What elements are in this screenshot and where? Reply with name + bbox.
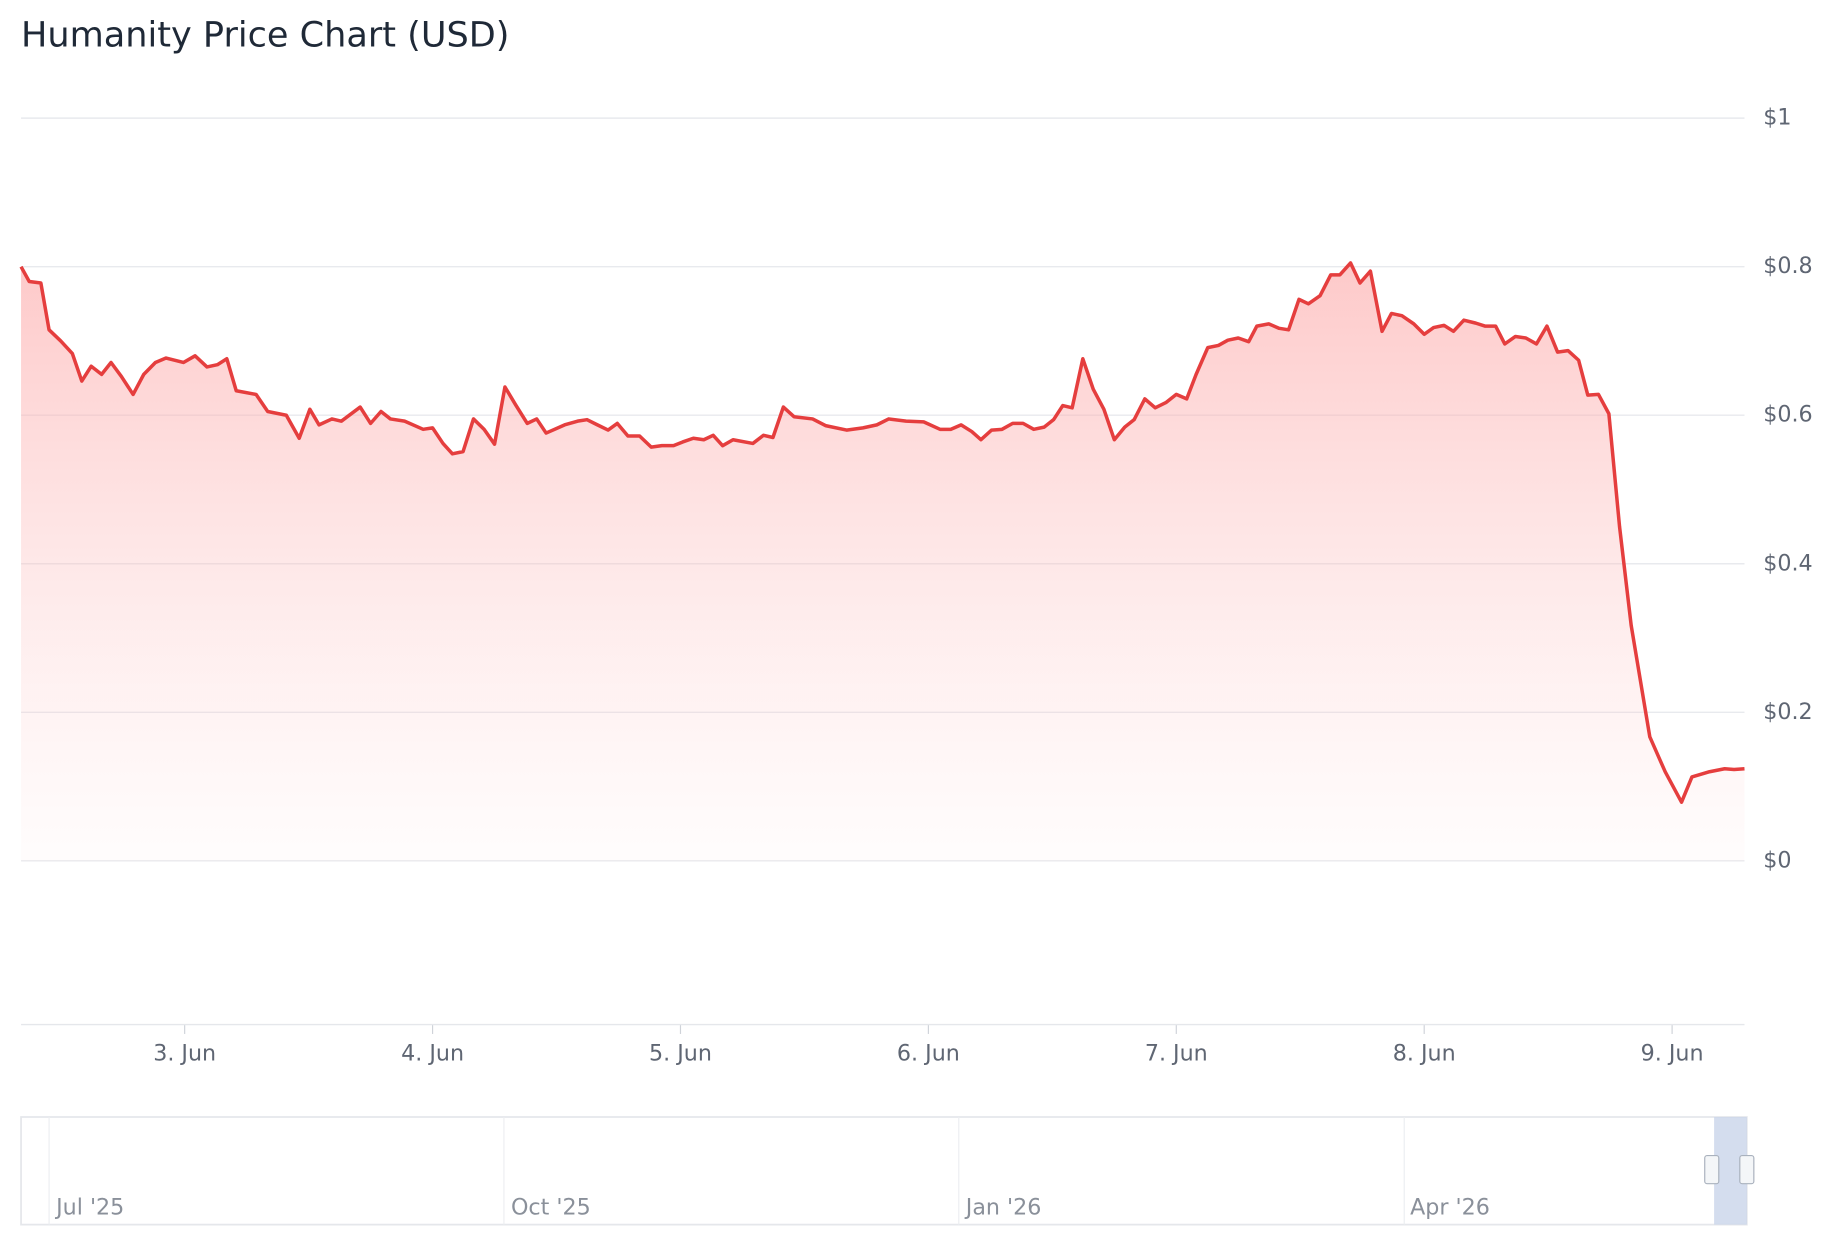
y-tick-label: $0.4: [1763, 550, 1812, 576]
navigator: Jul '25 Oct '25 Jan '26 Apr '26: [20, 1116, 1755, 1226]
x-tick-label: 8. Jun: [1393, 1040, 1456, 1066]
navigator-label: Jan '26: [964, 1195, 1042, 1221]
x-tick-label: 5. Jun: [649, 1040, 712, 1066]
chart-title: Humanity Price Chart (USD): [21, 14, 509, 55]
plot-layer: [19, 261, 1745, 861]
y-tick-label: $0.8: [1763, 253, 1812, 279]
navigator-label: Jul '25: [54, 1195, 124, 1221]
x-tick-label: 7. Jun: [1145, 1040, 1208, 1066]
y-tick-label: $0.6: [1763, 402, 1812, 428]
price-line: [19, 261, 1745, 804]
navigator-label: Apr '26: [1410, 1195, 1490, 1221]
x-tick-label: 6. Jun: [897, 1040, 960, 1066]
x-tick-label: 4. Jun: [401, 1040, 464, 1066]
x-tick-label: 3. Jun: [153, 1040, 216, 1066]
navigator-handle-left[interactable]: [1704, 1155, 1720, 1185]
navigator-handle-right[interactable]: [1739, 1155, 1755, 1185]
y-tick-label: $0: [1763, 847, 1791, 873]
y-tick-label: $1: [1763, 105, 1791, 131]
area-fill: [21, 262, 1745, 861]
navigator-frame: [20, 1116, 1748, 1226]
x-tick-label: 9. Jun: [1641, 1040, 1704, 1066]
navigator-label: Oct '25: [511, 1195, 591, 1221]
y-tick-label: $0.2: [1763, 699, 1812, 725]
